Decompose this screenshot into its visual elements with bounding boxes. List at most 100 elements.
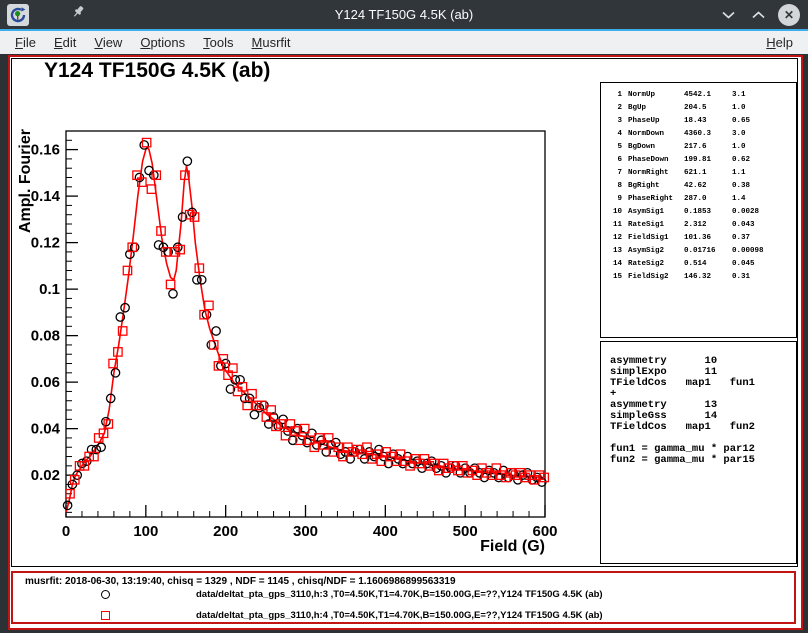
param-row-fieldsig2: 15 FieldSig2 146.32 0.31 (608, 271, 796, 284)
theory-line: TFieldCos map1 fun2 (610, 421, 755, 433)
data-point-square (180, 170, 190, 181)
param-val: 2.312 (684, 221, 707, 229)
data-point-circle (196, 274, 207, 285)
param-err: 0.62 (732, 156, 751, 164)
fit-curve-red (65, 145, 546, 513)
param-name: PhaseRight (628, 195, 674, 203)
data-point-square (228, 363, 238, 374)
param-val: 287.0 (684, 195, 707, 203)
param-val: 101.36 (684, 234, 712, 242)
menu-item-help[interactable]: Help (766, 35, 793, 50)
data-point-circle (211, 326, 221, 336)
data-point-circle (225, 384, 236, 394)
param-name: NormUp (628, 91, 656, 99)
data-point-square (333, 442, 344, 453)
param-name: RateSig2 (628, 260, 665, 268)
y-tick-label: 0.02 (31, 467, 60, 484)
legend-label: data/deltat_pta_gps_3110,h:4 ,T0=4.50K,T… (196, 610, 603, 621)
data-point-square (156, 226, 166, 236)
maximize-button[interactable] (748, 5, 768, 25)
param-num: 11 (612, 221, 622, 229)
data-point-square (295, 435, 305, 446)
main-plot-pad[interactable] (11, 58, 798, 567)
param-row-normup: 1 NormUp 4542.1 3.1 (608, 89, 796, 102)
param-err: 1.0 (732, 143, 746, 151)
menu-item-file[interactable]: File (15, 35, 36, 50)
legend-pad[interactable]: musrfit: 2018-06-30, 13:19:40, chisq = 1… (11, 571, 796, 624)
param-err: 0.38 (732, 182, 751, 190)
param-row-ratesig1: 11 RateSig1 2.312 0.043 (608, 219, 796, 232)
data-point-square (160, 247, 171, 257)
menu-item-tools[interactable]: Tools (203, 35, 234, 50)
param-err: 0.65 (732, 117, 751, 125)
pin-icon[interactable] (71, 5, 85, 24)
fit-parameter-box: 1 NormUp 4542.1 3.1 2 BgUp 204.5 1.0 3 PhaseUp 18.… (600, 82, 797, 338)
data-point-square (275, 419, 286, 429)
param-val: 621.1 (684, 169, 707, 177)
data-point-circle (91, 444, 102, 455)
y-tick-label: 0.1 (39, 281, 60, 298)
data-point-square (218, 354, 229, 364)
param-err: 0.37 (732, 234, 751, 242)
menubar: File Edit View Options Tools Musrfit Help (0, 31, 808, 54)
minimize-button[interactable] (718, 5, 738, 25)
data-point-square (309, 442, 320, 453)
param-row-normright: 7 NormRight 621.1 1.1 (608, 167, 796, 180)
plot-title: Y124 TF150G 4.5K (ab) (44, 59, 271, 82)
data-point-square (117, 326, 128, 336)
data-point-square (247, 388, 257, 399)
theory-line: simplExpo 11 (610, 366, 718, 378)
param-val: 146.32 (684, 273, 712, 281)
root-logo-icon[interactable] (7, 3, 29, 26)
close-button[interactable]: ✕ (778, 3, 800, 26)
param-row-asymsig2: 13 AsymSig2 0.01716 0.00098 (608, 245, 796, 258)
param-name: BgRight (628, 182, 660, 190)
param-row-bgright: 8 BgRight 42.62 0.38 (608, 180, 796, 193)
param-num: 13 (612, 247, 622, 255)
data-point-square (122, 265, 133, 276)
data-point-square (98, 428, 109, 439)
param-row-phaseright: 9 PhaseRight 287.0 1.4 (608, 193, 796, 206)
data-point-square (175, 244, 186, 255)
data-point-circle (153, 240, 164, 250)
data-point-square (79, 460, 90, 471)
data-point-circle (177, 212, 188, 222)
data-point-square (69, 474, 80, 485)
data-point-circle (96, 442, 106, 453)
param-val: 18.43 (684, 117, 707, 125)
param-name: PhaseDown (628, 156, 669, 164)
y-tick-label: 0.16 (31, 142, 60, 159)
theory-line: simpleGss 14 (610, 410, 718, 422)
data-point-square (103, 419, 114, 429)
menu-item-view[interactable]: View (94, 35, 123, 50)
data-point-square (299, 423, 310, 434)
param-num: 7 (617, 169, 622, 177)
theory-block-box: asymmetry 10 simplExpo 11 TFieldCos map1 f… (600, 341, 797, 564)
param-row-phasedown: 6 PhaseDown 199.81 0.62 (608, 154, 796, 167)
data-point-circle (86, 444, 97, 455)
menu-item-options[interactable]: Options (140, 35, 186, 50)
param-num: 15 (612, 273, 622, 281)
data-point-circle (326, 440, 336, 450)
data-point-square (141, 137, 152, 148)
data-point-square (151, 170, 162, 181)
x-tick-label: 100 (133, 523, 158, 540)
data-point-circle (254, 402, 265, 413)
menu-item-musrfit[interactable]: Musrfit (251, 35, 291, 50)
param-name: AsymSig2 (628, 247, 665, 255)
data-point-square (65, 488, 75, 499)
param-err: 1.0 (732, 104, 746, 112)
param-num: 5 (617, 143, 622, 151)
data-point-square (256, 400, 267, 411)
param-val: 204.5 (684, 104, 707, 112)
param-num: 2 (617, 104, 622, 112)
data-point-square (136, 177, 147, 188)
root-canvas[interactable]: Y124 TF150G 4.5K (ab) 0 100 200 300 400 500 60… (8, 55, 803, 630)
legend-label: data/deltat_pta_gps_3110,h:3 ,T0=4.50K,T… (196, 589, 603, 600)
data-point-circle (206, 340, 217, 350)
menu-item-edit[interactable]: Edit (53, 35, 77, 50)
fourier-spectrum-chart[interactable]: 0 100 200 300 400 500 600 0.02 0.04 0.06 0.08 0.1 0.… (10, 57, 801, 568)
data-point-square (266, 405, 277, 415)
y-tick-label: 0.12 (31, 235, 60, 252)
